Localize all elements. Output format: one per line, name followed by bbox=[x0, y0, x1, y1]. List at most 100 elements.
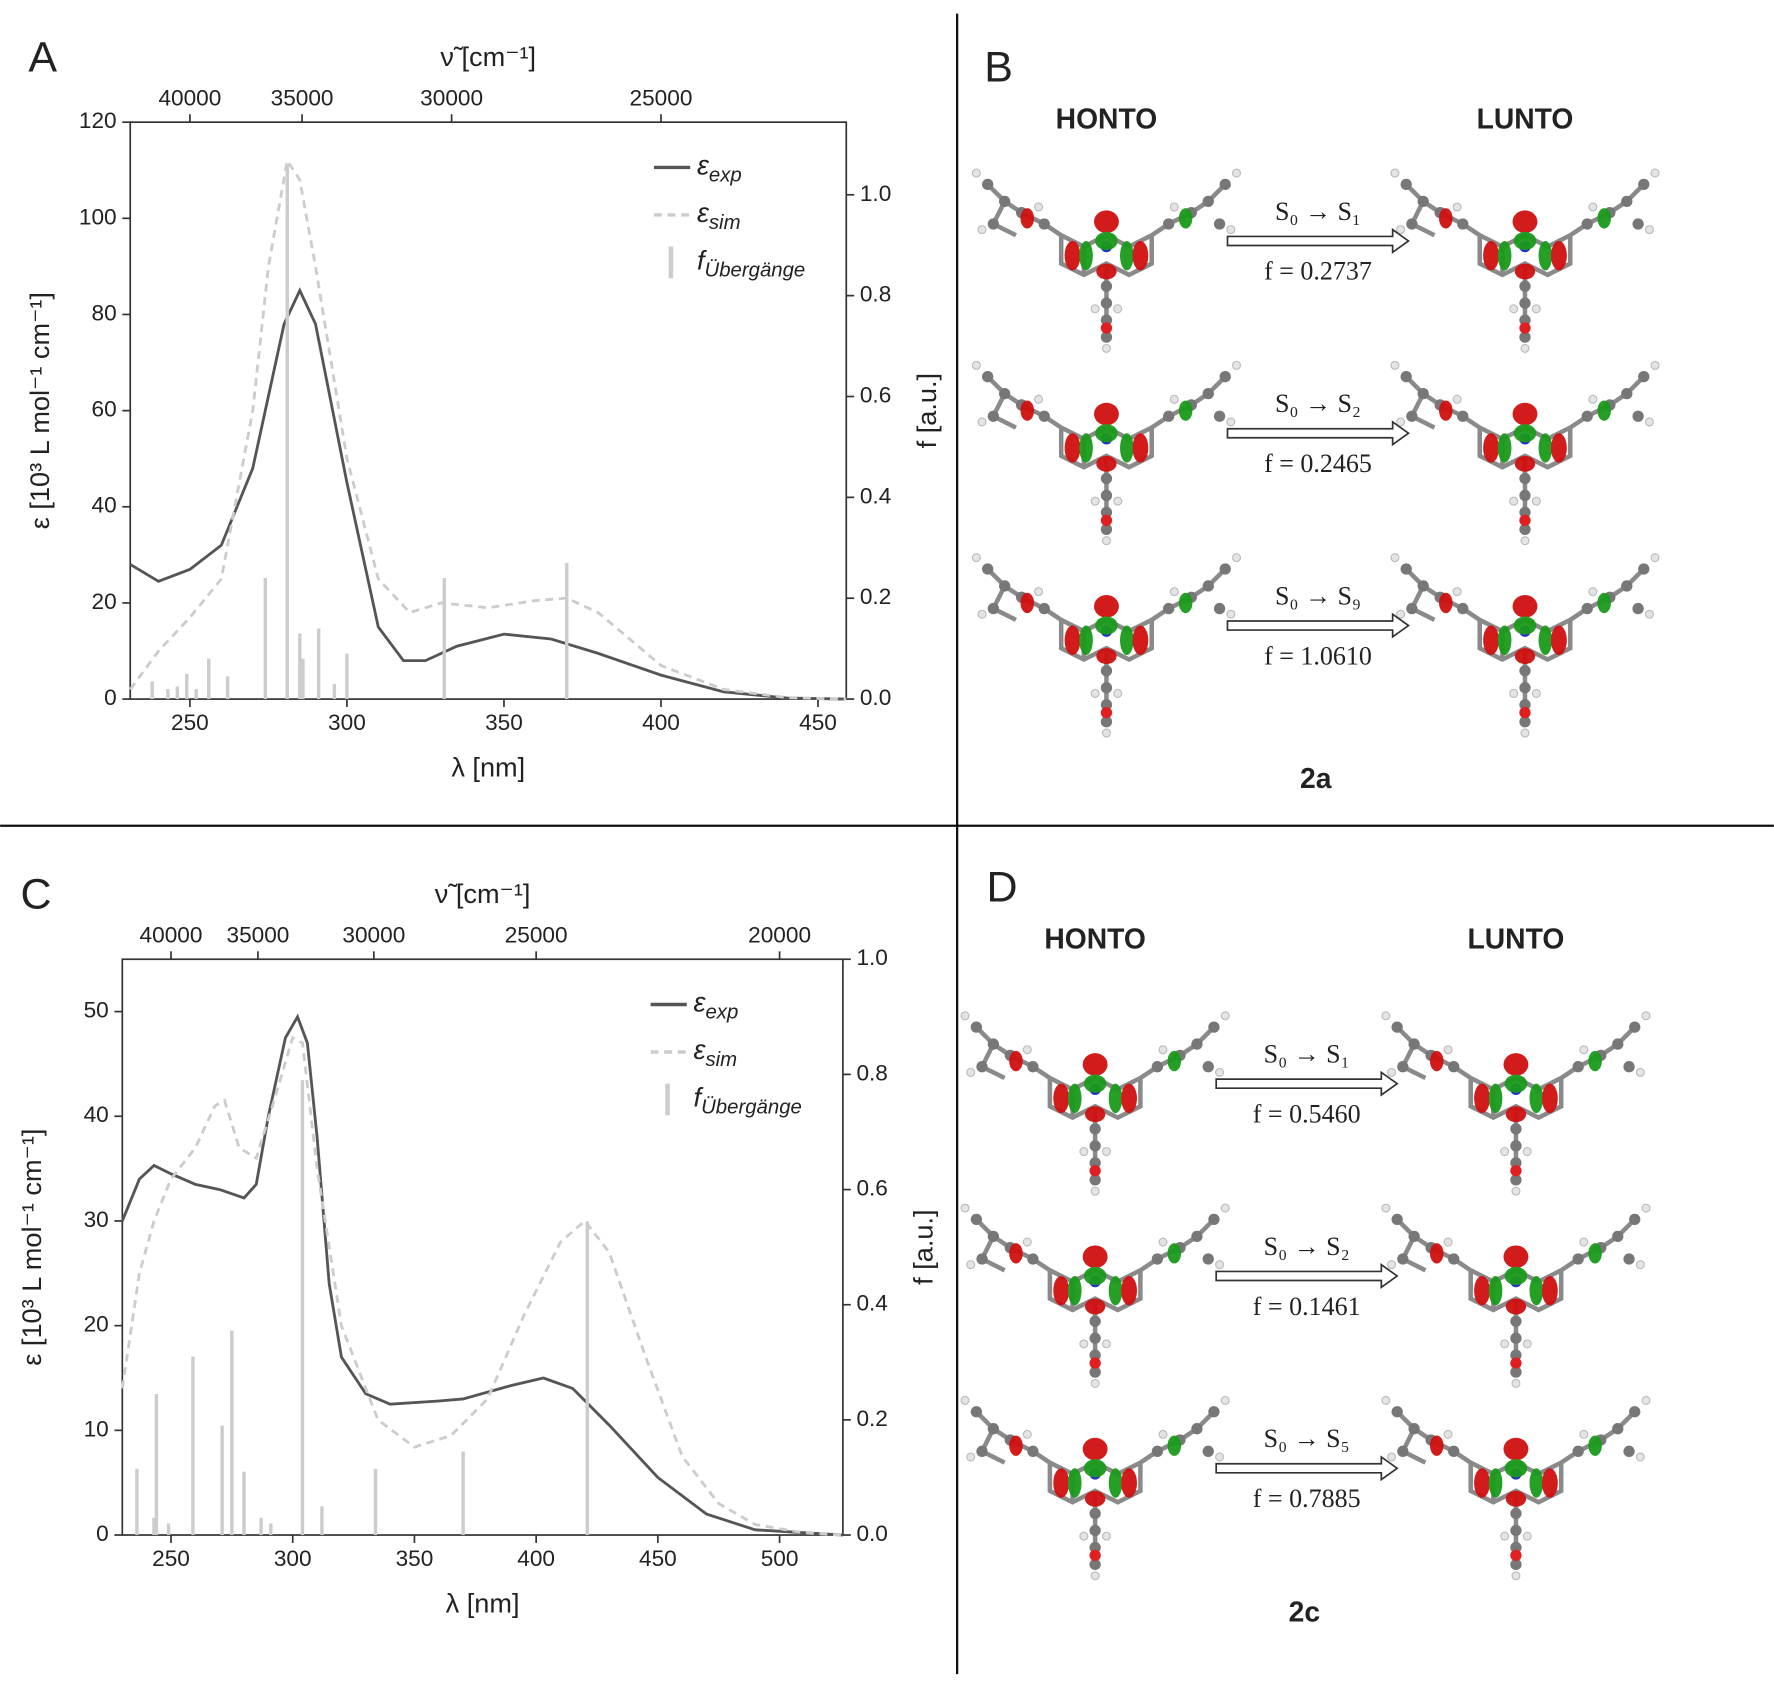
lunto-orbital bbox=[1391, 554, 1659, 737]
transition-label: S₀ → S₂ bbox=[1275, 389, 1361, 418]
y2-tick-label: 0.8 bbox=[860, 282, 891, 307]
transition-arrow bbox=[1226, 227, 1410, 254]
transition-bar bbox=[301, 658, 305, 700]
panel-label: C bbox=[21, 870, 52, 918]
legend-label: εexp bbox=[694, 987, 739, 1024]
transition-arrow bbox=[1226, 420, 1410, 447]
transition-label: S₀ → S₅ bbox=[1264, 1424, 1350, 1453]
x2-tick-label: 20000 bbox=[748, 923, 811, 948]
legend-swatch bbox=[665, 1083, 670, 1116]
x-tick-label: 350 bbox=[396, 1546, 434, 1571]
legend-label: εsim bbox=[697, 197, 741, 234]
x-tick-label: 450 bbox=[639, 1546, 677, 1571]
column-header: HONTO bbox=[1056, 103, 1158, 135]
x-tick-label: 350 bbox=[485, 710, 523, 735]
transition-label: S₀ → S₁ bbox=[1275, 197, 1361, 226]
oscillator-strength: f = 0.2737 bbox=[1264, 257, 1372, 286]
y2-tick-label: 0.0 bbox=[860, 685, 891, 710]
x-tick-label: 300 bbox=[274, 1546, 312, 1571]
transition-bar bbox=[242, 1471, 246, 1536]
honto-orbital bbox=[972, 169, 1240, 352]
spectrum-line bbox=[129, 287, 847, 701]
transition-bar bbox=[220, 1425, 224, 1536]
honto-orbital bbox=[961, 1396, 1229, 1579]
legend-swatch bbox=[668, 246, 674, 279]
y-tick-label: 10 bbox=[84, 1416, 109, 1441]
y-tick-label: 80 bbox=[92, 300, 117, 325]
x2-axis-label: ν̃ [cm⁻¹] bbox=[435, 878, 531, 909]
y-tick-label: 20 bbox=[84, 1312, 109, 1337]
legend-label: fÜbergänge bbox=[697, 245, 805, 282]
transition-bar bbox=[332, 683, 337, 700]
transition-bar bbox=[320, 1506, 324, 1536]
transition-bar bbox=[225, 676, 230, 700]
plot-frame bbox=[121, 958, 844, 1536]
transition-arrow bbox=[1215, 1263, 1399, 1289]
transition-arrow bbox=[1215, 1455, 1399, 1482]
transition-bar bbox=[316, 628, 321, 700]
y2-tick-label: 1.0 bbox=[856, 945, 887, 970]
y-axis-label: ε [10³ L mol⁻¹ cm⁻¹] bbox=[24, 292, 55, 529]
spectrum-line bbox=[121, 1013, 843, 1537]
y2-tick-label: 0.6 bbox=[856, 1176, 887, 1201]
transition-bar bbox=[373, 1468, 378, 1536]
y2-tick-label: 0.2 bbox=[860, 584, 891, 609]
lunto-orbital bbox=[1391, 169, 1659, 352]
transition-bar bbox=[135, 1468, 139, 1536]
transition-bar bbox=[207, 658, 211, 700]
oscillator-strength: f = 0.5460 bbox=[1253, 1099, 1361, 1128]
x-axis-label: λ [nm] bbox=[451, 751, 525, 782]
x2-tick-label: 35000 bbox=[271, 86, 334, 111]
x2-axis-label: ν̃ [cm⁻¹] bbox=[440, 41, 536, 72]
lunto-orbital bbox=[1382, 1204, 1650, 1387]
x-tick-label: 400 bbox=[517, 1546, 555, 1571]
transition-bar bbox=[166, 688, 170, 700]
transition-bar bbox=[154, 1393, 159, 1536]
transition-bar bbox=[185, 673, 189, 700]
transition-bar bbox=[300, 1080, 305, 1536]
column-header: LUNTO bbox=[1468, 923, 1565, 955]
honto-orbital bbox=[972, 361, 1240, 544]
transition-bar bbox=[230, 1330, 234, 1536]
panel-label: A bbox=[28, 33, 57, 81]
spectrum-line bbox=[129, 156, 847, 701]
transition-bar bbox=[191, 1356, 195, 1536]
transition-label: S₀ → S₉ bbox=[1275, 581, 1361, 610]
transition-bar bbox=[259, 1517, 263, 1536]
x-tick-label: 300 bbox=[328, 710, 366, 735]
x-tick-label: 250 bbox=[171, 710, 209, 735]
spectrum-line bbox=[120, 1035, 843, 1537]
transition-bar bbox=[298, 633, 302, 700]
y-tick-label: 60 bbox=[92, 397, 117, 422]
x2-tick-label: 35000 bbox=[227, 923, 290, 948]
y2-tick-label: 0.4 bbox=[860, 483, 891, 508]
x2-tick-label: 40000 bbox=[158, 86, 221, 111]
y-tick-label: 40 bbox=[84, 1102, 109, 1127]
x2-tick-label: 30000 bbox=[420, 86, 483, 111]
transition-bar bbox=[565, 562, 569, 700]
transition-bar bbox=[442, 578, 446, 700]
oscillator-strength: f = 0.1461 bbox=[1253, 1292, 1361, 1321]
x-tick-label: 500 bbox=[761, 1546, 799, 1571]
y-tick-label: 40 bbox=[92, 493, 117, 518]
y2-tick-label: 0.8 bbox=[856, 1060, 887, 1085]
x-tick-label: 450 bbox=[799, 710, 837, 735]
x2-tick-label: 40000 bbox=[140, 923, 203, 948]
y-axis-label: ε [10³ L mol⁻¹ cm⁻¹] bbox=[16, 1129, 47, 1366]
transition-label: S₀ → S₂ bbox=[1264, 1232, 1350, 1261]
transition-bar bbox=[269, 1523, 273, 1536]
legend-label: εsim bbox=[694, 1034, 738, 1071]
y-tick-label: 50 bbox=[84, 998, 109, 1023]
transition-arrow bbox=[1226, 612, 1410, 639]
y2-tick-label: 0.0 bbox=[856, 1521, 887, 1546]
x-tick-label: 250 bbox=[152, 1546, 190, 1571]
compound-label: 2c bbox=[1289, 1596, 1320, 1628]
y-tick-label: 30 bbox=[84, 1207, 109, 1232]
y2-tick-label: 1.0 bbox=[860, 181, 891, 206]
honto-orbital bbox=[961, 1012, 1229, 1195]
y-tick-label: 0 bbox=[96, 1521, 109, 1546]
y-tick-label: 100 bbox=[79, 204, 117, 229]
x2-tick-label: 30000 bbox=[342, 923, 405, 948]
